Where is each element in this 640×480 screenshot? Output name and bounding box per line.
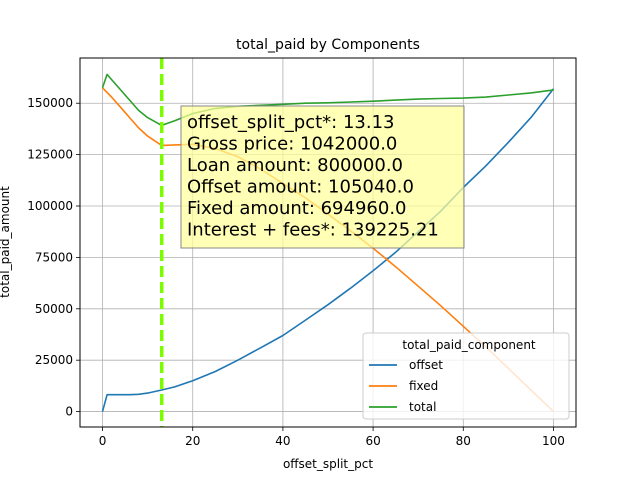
annotation-line: Interest + fees*: 139225.21 — [187, 220, 439, 241]
y-tick-label: 100000 — [27, 199, 73, 213]
x-tick-label: 100 — [542, 434, 565, 448]
y-tick-label: 0 — [65, 405, 73, 419]
x-tick-label: 20 — [185, 434, 200, 448]
annotation-line: Offset amount: 105040.0 — [187, 177, 414, 198]
legend-title: total_paid_component — [402, 338, 536, 352]
y-tick-label: 25000 — [35, 353, 73, 367]
legend-frame — [362, 332, 570, 420]
y-tick-label: 125000 — [27, 148, 73, 162]
y-tick-label: 75000 — [35, 250, 73, 264]
legend-label: total — [409, 400, 436, 414]
plot-frame — [79, 57, 577, 428]
y-axis-title: total_paid_amount — [0, 186, 12, 298]
annotation-line: Gross price: 1042000.0 — [187, 134, 397, 155]
x-tick-label: 40 — [275, 434, 290, 448]
series-line-total — [101, 73, 554, 127]
annotation-line: Loan amount: 800000.0 — [187, 155, 403, 176]
x-tick-label: 0 — [99, 434, 107, 448]
x-axis-title: offset_split_pct — [283, 457, 373, 471]
legend-label: fixed — [409, 379, 438, 393]
x-tick-label: 60 — [365, 434, 380, 448]
annotation-line: offset_split_pct*: 13.13 — [187, 112, 394, 133]
y-tick-label: 50000 — [35, 302, 73, 316]
y-tick-label: 150000 — [27, 96, 73, 110]
legend-label: offset — [409, 358, 443, 372]
annotation-line: Fixed amount: 694960.0 — [187, 198, 407, 219]
x-tick-label: 80 — [456, 434, 471, 448]
chart-title: total_paid by Components — [236, 37, 420, 53]
annotation-background — [180, 105, 465, 249]
axis-ticks: 0 20 40 60 80 100 0 25000 50000 75000 100000 125000… — [27, 96, 565, 448]
